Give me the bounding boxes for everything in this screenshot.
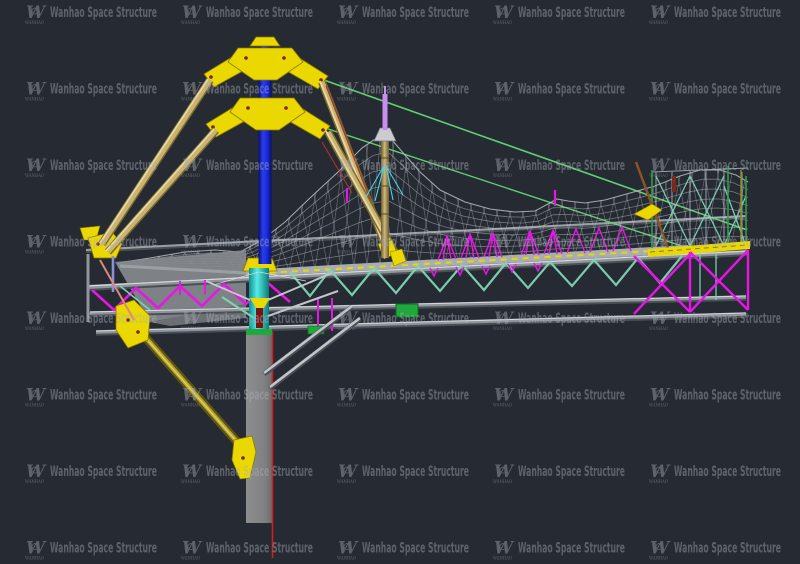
strut-mid-left (105, 127, 219, 255)
mast-base (205, 257, 339, 335)
right-lattice-tower (633, 161, 750, 315)
column-braces (262, 304, 362, 390)
anchor-strut-lower (115, 299, 257, 480)
gusset-plate-mid-left (115, 299, 151, 349)
membrane-fans-magenta (429, 225, 632, 278)
top-plate-assembly (203, 47, 329, 90)
truss-web-teal (289, 255, 683, 298)
center-peak (321, 86, 557, 258)
far-top-chord (85, 215, 747, 253)
second-plate-assembly (205, 97, 331, 140)
strut-top-left (98, 77, 214, 247)
mast-cap (249, 36, 281, 47)
peak-tip-violet (382, 94, 388, 130)
